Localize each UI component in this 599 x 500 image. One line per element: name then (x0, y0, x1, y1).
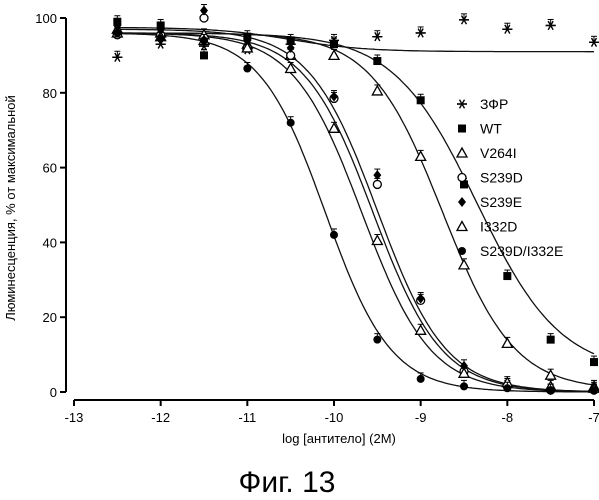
y-tick-label: 40 (43, 235, 57, 250)
data-point (243, 62, 251, 72)
data-point-marker (113, 29, 121, 37)
legend-marker (458, 125, 466, 133)
data-point (372, 235, 382, 245)
legend-item: V264I (457, 145, 517, 161)
data-point-marker (417, 375, 425, 383)
data-point (502, 337, 512, 347)
legend-item: ЗФР (457, 96, 508, 112)
data-point (546, 19, 556, 29)
data-point-marker (373, 336, 381, 344)
data-point-marker (590, 358, 598, 366)
data-point-marker (503, 272, 511, 280)
data-point (459, 259, 469, 269)
fit-curve (117, 34, 594, 392)
legend-item: I332D (457, 219, 517, 235)
data-point (547, 334, 555, 344)
legend-marker (457, 100, 467, 109)
x-axis-label: log [антитело] (2М) (282, 431, 396, 446)
legend-label: S239D/I332E (480, 243, 563, 259)
fit-curves (117, 28, 594, 392)
data-point-marker (417, 96, 425, 104)
legend-marker (458, 174, 466, 182)
legend-label: I332D (480, 219, 517, 235)
legend-label: S239D (480, 170, 523, 186)
x-tick-label: -9 (415, 410, 427, 425)
x-tick-label: -10 (325, 410, 344, 425)
data-point (286, 62, 296, 72)
y-tick-label: 80 (43, 86, 57, 101)
legend-marker (458, 197, 466, 207)
data-point (589, 36, 599, 46)
y-tick-label: 100 (35, 11, 57, 26)
data-point (417, 94, 425, 104)
data-point (416, 27, 426, 37)
data-point (287, 117, 295, 127)
data-point-marker (547, 336, 555, 344)
data-point-marker (200, 6, 208, 16)
data-point-marker (459, 260, 469, 269)
data-point (372, 31, 382, 41)
legend-item: S239D/I332E (458, 243, 563, 259)
data-point (330, 38, 338, 48)
fit-curve (117, 33, 594, 391)
data-point-marker (502, 338, 512, 347)
fit-curve (117, 33, 594, 354)
data-point-marker (372, 236, 382, 245)
y-tick-label: 0 (50, 385, 57, 400)
fit-curve (117, 29, 594, 391)
data-point-marker (330, 40, 338, 48)
y-tick-label: 60 (43, 161, 57, 176)
data-point (200, 49, 208, 59)
legend-label: V264I (480, 145, 517, 161)
data-point-marker (157, 35, 165, 43)
legend-label: S239E (480, 194, 522, 210)
data-point (503, 270, 511, 280)
data-point (200, 5, 208, 16)
x-tick-label: -11 (238, 410, 256, 425)
legend-label: ЗФР (480, 96, 508, 112)
y-tick-label: 20 (43, 310, 57, 325)
data-point-marker (373, 57, 381, 65)
x-tick-label: -8 (502, 410, 514, 425)
data-point-marker (503, 384, 511, 392)
legend-marker (458, 247, 466, 255)
data-point (112, 51, 122, 61)
data-point-marker (547, 386, 555, 394)
legend-marker (457, 222, 467, 231)
data-point (459, 14, 469, 24)
legend-item: WT (458, 121, 502, 137)
data-point-marker (330, 231, 338, 239)
data-point (546, 369, 556, 379)
data-point-marker (243, 64, 251, 72)
data-point-marker (287, 119, 295, 127)
data-point (590, 356, 598, 366)
y-axis-label: Люминесценция, % от максимальной (3, 95, 18, 321)
data-point (460, 380, 468, 390)
data-points (112, 5, 599, 396)
legend-item: S239E (458, 194, 522, 210)
x-tick-label: -12 (151, 410, 170, 425)
data-point (373, 55, 381, 65)
data-point-marker (373, 180, 381, 188)
x-tick-label: -7 (588, 410, 599, 425)
data-point-marker (200, 36, 208, 44)
data-point-marker (590, 386, 598, 394)
legend-label: WT (480, 121, 502, 137)
fit-curve (117, 33, 594, 385)
data-point (502, 23, 512, 33)
data-point-marker (460, 382, 468, 390)
legend-marker (457, 148, 467, 157)
x-tick-label: -13 (65, 410, 84, 425)
data-point-marker (200, 51, 208, 59)
legend: ЗФР WT V264I S239D S239E I332D S239D/I332E (457, 96, 563, 259)
fit-curve (117, 33, 594, 391)
figure-caption: Фиг. 13 (239, 466, 336, 499)
